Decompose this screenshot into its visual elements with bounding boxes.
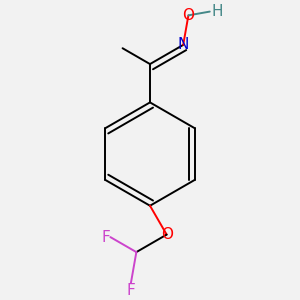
Text: F: F: [126, 284, 135, 298]
Text: O: O: [182, 8, 194, 23]
Text: N: N: [178, 38, 189, 52]
Text: F: F: [101, 230, 110, 244]
Text: H: H: [211, 4, 223, 19]
Text: O: O: [161, 227, 173, 242]
